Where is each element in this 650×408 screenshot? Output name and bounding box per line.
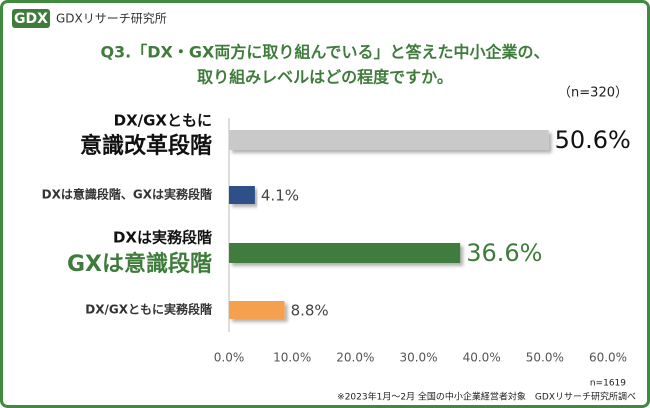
- x-tick-label: 30.0%: [399, 351, 437, 365]
- chart-title: Q3.「DX・GX両方に取り組んでいる」と答えた中小企業の、: [100, 43, 549, 62]
- sample-note: （n=320）: [558, 86, 628, 101]
- footer-n: n=1619: [590, 379, 626, 389]
- logo: GDX: [14, 11, 48, 27]
- value-label: 8.8%: [291, 302, 329, 320]
- category-label: GXは意識段階: [67, 251, 212, 277]
- bar: [229, 186, 255, 204]
- x-tick-label: 50.0%: [526, 351, 564, 365]
- chart-title: 取り組みレベルはどの程度ですか。: [197, 68, 453, 87]
- x-tick-label: 40.0%: [463, 351, 501, 365]
- value-label: 4.1%: [261, 187, 299, 205]
- category-label: DX/GXともに: [114, 112, 212, 130]
- category-label: DXは意識段階、GXは実務段階: [42, 187, 212, 202]
- x-tick-label: 20.0%: [336, 351, 374, 365]
- bar: [229, 130, 549, 150]
- x-tick-label: 0.0%: [214, 351, 245, 365]
- value-label: 50.6%: [555, 126, 631, 154]
- bar: [229, 301, 285, 319]
- category-label: 意識改革段階: [80, 133, 212, 159]
- category-label: DXは実務段階: [113, 229, 212, 247]
- logo-box: [12, 9, 50, 28]
- footer-source: ※2023年1月～2月 全国の中小企業経営者対象 GDXリサーチ研究所調べ: [337, 391, 636, 403]
- organization: GDXリサーチ研究所: [56, 11, 167, 26]
- category-label: DX/GXともに実務段階: [85, 302, 212, 317]
- x-tick-label: 10.0%: [273, 351, 311, 365]
- x-tick-label: 60.0%: [589, 351, 627, 365]
- bar: [229, 243, 461, 263]
- value-label: 36.6%: [466, 239, 542, 267]
